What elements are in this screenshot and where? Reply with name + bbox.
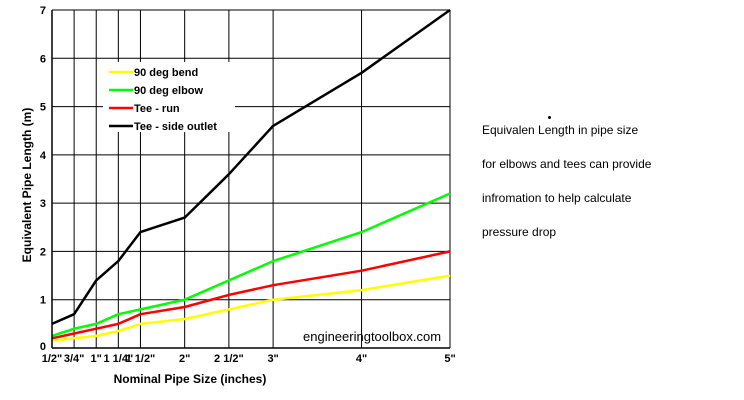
note-bullet-dot — [548, 116, 551, 119]
note-line-1: Equivalen Length in pipe size — [482, 123, 639, 137]
y-tick-label: 0 — [40, 341, 46, 353]
chart-legend: 90 deg bend 90 deg elbow Tee - run Tee - si… — [103, 62, 235, 133]
watermark-text: engineeringtoolbox.com — [303, 329, 441, 344]
y-tick-label: 6 — [40, 53, 46, 65]
chart-grid — [52, 9, 451, 348]
x-tick-label: 3/4" — [64, 353, 85, 365]
chart-tick-labels: 0 1 2 3 4 5 6 7 1/2" 3/4" 1" 1 1/4"1 1/2" 2" 2 1/2" 3"… — [40, 5, 456, 365]
note-line-4: pressure drop — [482, 225, 557, 239]
x-tick-label: 1 1/4" — [103, 353, 133, 365]
note-line-2: for elbows and tees can provide — [482, 157, 652, 171]
chart-series — [51, 8, 451, 343]
note-line-3: infromation to help calculate — [482, 191, 632, 205]
legend-label-3: Tee - run — [134, 103, 180, 115]
y-tick-label: 3 — [40, 198, 46, 210]
legend-label-1: 90 deg bend — [134, 67, 198, 79]
legend-background — [103, 62, 235, 132]
y-tick-label: 7 — [40, 5, 46, 17]
y-tick-label: 4 — [40, 150, 47, 162]
series-line-3 — [51, 250, 451, 340]
x-tick-label: 1/2" — [42, 353, 63, 365]
series-line-1 — [51, 274, 451, 343]
x-tick-label: 2" — [179, 353, 190, 365]
x-tick-label: 5" — [444, 353, 455, 365]
x-tick-label: 4" — [356, 353, 367, 365]
chart-axes — [51, 10, 450, 349]
y-tick-label: 5 — [40, 102, 46, 114]
x-tick-label: 1 1/2" — [126, 353, 156, 365]
x-tick-label: 1" — [91, 353, 102, 365]
chart-note: Equivalen Length in pipe size for elbows… — [482, 116, 732, 256]
legend-label-4: Tee - side outlet — [134, 121, 217, 133]
x-tick-label: 3" — [267, 353, 278, 365]
legend-label-2: 90 deg elbow — [134, 85, 204, 97]
y-tick-label: 1 — [40, 295, 46, 307]
y-tick-label: 2 — [40, 246, 46, 258]
y-axis-title: Equivalent Pipe Length (m) — [20, 108, 34, 263]
x-axis-title: Nominal Pipe Size (inches) — [114, 372, 267, 386]
x-tick-label: 2 1/2" — [214, 353, 244, 365]
series-line-4 — [51, 8, 451, 326]
series-line-2 — [51, 192, 451, 338]
